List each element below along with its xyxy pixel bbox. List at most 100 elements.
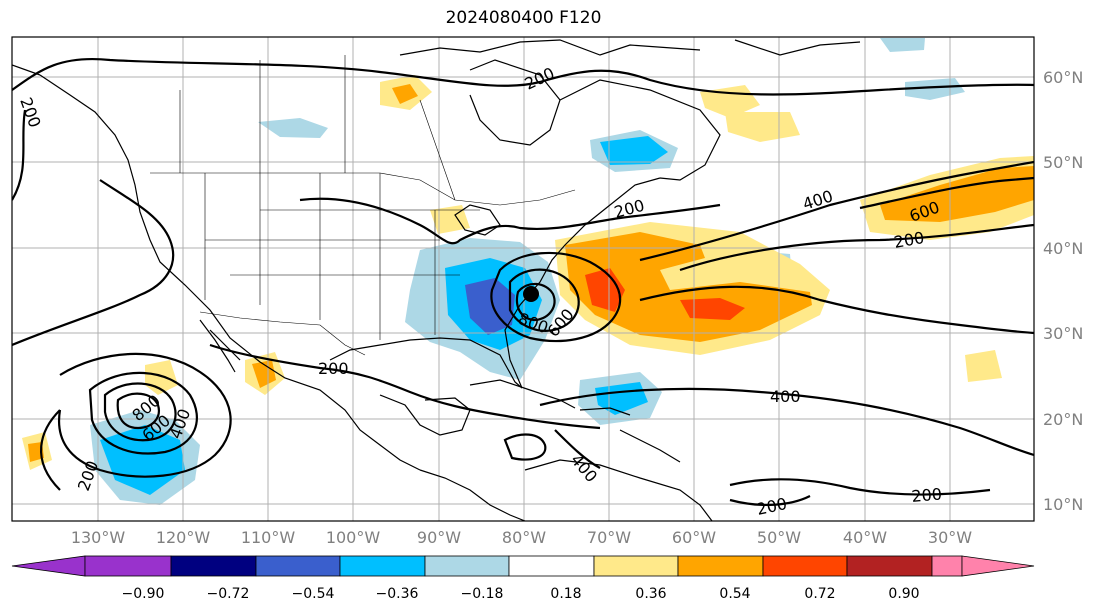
- us-mexico-border: [199, 311, 366, 356]
- colorbar-extend-low: [11, 555, 86, 577]
- colorbar-tick: 0.36: [635, 586, 667, 602]
- lon-label: 110°W: [240, 528, 296, 547]
- positive-field-greenland: [725, 112, 800, 142]
- baja: [199, 319, 236, 373]
- colorbar-bin: [255, 555, 341, 577]
- lat-label: 50°N: [1043, 153, 1084, 172]
- lat-label: 20°N: [1043, 410, 1084, 429]
- south-america-coast: [524, 459, 713, 521]
- page-title: 2024080400 F120: [445, 8, 602, 28]
- coastlines: [12, 39, 861, 521]
- colorbar-extend-high: [961, 555, 1035, 577]
- colorbar-bin: [593, 555, 679, 577]
- positive-field-atlantic-core: [585, 268, 625, 312]
- political-borders: [150, 55, 576, 356]
- contour-400-atlantic-north: [639, 160, 1034, 262]
- contour-400-storm: [490, 251, 622, 343]
- contour-400-tropical: [539, 387, 1034, 457]
- greenland: [734, 39, 861, 56]
- colorbar: [11, 555, 1035, 577]
- lat-label: 60°N: [1043, 68, 1084, 87]
- contour-200-pacific-outer: [57, 352, 232, 478]
- contour-200-tropic-south: [729, 478, 991, 496]
- grid: [12, 37, 1034, 521]
- contour-200-pacific-left: [39, 409, 61, 491]
- contour-200-west: [12, 109, 27, 201]
- lon-label: 50°W: [756, 528, 802, 547]
- negative-field-canada: [258, 118, 328, 138]
- lon-label: 70°W: [586, 528, 632, 547]
- contour-200-atlantic-south: [639, 285, 1034, 335]
- lat-label: 10°N: [1043, 495, 1084, 514]
- positive-field-atlantic-core-2: [680, 298, 745, 320]
- negative-field-labrador-core: [600, 136, 668, 165]
- us-canada-border: [150, 172, 576, 206]
- positive-field-alaska-core: [392, 84, 418, 104]
- positive-field-mexico-core: [252, 360, 276, 388]
- hudson-bay: [469, 59, 561, 146]
- colorbar-bin: [677, 555, 764, 577]
- colorbar-bin: [424, 555, 510, 577]
- canadian-provinces: [179, 55, 456, 201]
- contour-label: 400: [770, 387, 801, 406]
- contour-200-subtropic: [209, 343, 601, 430]
- lon-label: 100°W: [325, 528, 381, 547]
- labrador-coast: [559, 79, 721, 181]
- colorbar-tick: −0.18: [460, 586, 504, 602]
- map-frame: [11, 36, 1035, 522]
- storm-center-marker: [523, 286, 539, 302]
- gulf-coast: [329, 177, 661, 389]
- hispaniola: [579, 407, 631, 416]
- colorbar-tick: 0.18: [550, 586, 582, 602]
- yucatan: [379, 394, 471, 436]
- colorbar-tick: 0.72: [804, 586, 836, 602]
- colorbar-bin: [931, 555, 963, 577]
- contour-800-pacific: [116, 392, 160, 430]
- positive-field-west-pacific-core: [28, 442, 44, 462]
- lon-label: 60°W: [671, 528, 717, 547]
- contour-label: 200: [318, 359, 349, 378]
- colorbar-bin: [339, 555, 426, 577]
- colorbar-bin: [170, 555, 257, 577]
- colorbar-bin: [84, 555, 172, 577]
- lon-label: 90°W: [416, 528, 462, 547]
- positive-field-mid-atlantic: [965, 350, 1002, 382]
- contour-200-central-am: [503, 433, 547, 461]
- gulf-of-california: [209, 329, 241, 361]
- lon-label: 130°W: [70, 528, 126, 547]
- great-lakes: [454, 204, 501, 236]
- contour-600-pacific: [103, 382, 177, 442]
- lon-label: 80°W: [501, 528, 547, 547]
- contour-200-atlantic-north: [679, 223, 1034, 272]
- contour-200-na: [299, 197, 721, 245]
- lon-label: 30°W: [927, 528, 973, 547]
- positive-field-atlantic-mid: [565, 232, 812, 342]
- cuba: [469, 379, 576, 409]
- colorbar-tick: 0.54: [719, 586, 751, 602]
- colorbar-tick: −0.72: [206, 586, 250, 602]
- lat-label: 30°N: [1043, 324, 1084, 343]
- contour-600-storm: [508, 268, 580, 332]
- negative-field-pacific-core: [100, 425, 185, 495]
- negative-field-north: [880, 38, 925, 52]
- contours: [12, 58, 1034, 507]
- lon-label: 40°W: [842, 528, 888, 547]
- state-lines: [204, 173, 480, 340]
- lon-label: 120°W: [155, 528, 211, 547]
- colorbar-tick: −0.36: [375, 586, 419, 602]
- contour-label: 200: [755, 494, 789, 519]
- central-america: [419, 469, 526, 521]
- colorbar-tick: −0.54: [291, 586, 335, 602]
- contour-label: 200: [16, 95, 44, 130]
- arctic-islands: [399, 39, 701, 56]
- colorbar-tick: −0.90: [121, 586, 165, 602]
- north-america-west-coast: [39, 74, 421, 471]
- contour-800-storm: [515, 282, 556, 322]
- caribbean-islands: [619, 429, 681, 463]
- contour-label: 400: [567, 450, 601, 486]
- colorbar-bin: [846, 555, 933, 577]
- contour-400-caribbean: [554, 429, 601, 469]
- lat-label: 40°N: [1043, 239, 1084, 258]
- positive-field-ne-atlantic-core: [880, 166, 1034, 222]
